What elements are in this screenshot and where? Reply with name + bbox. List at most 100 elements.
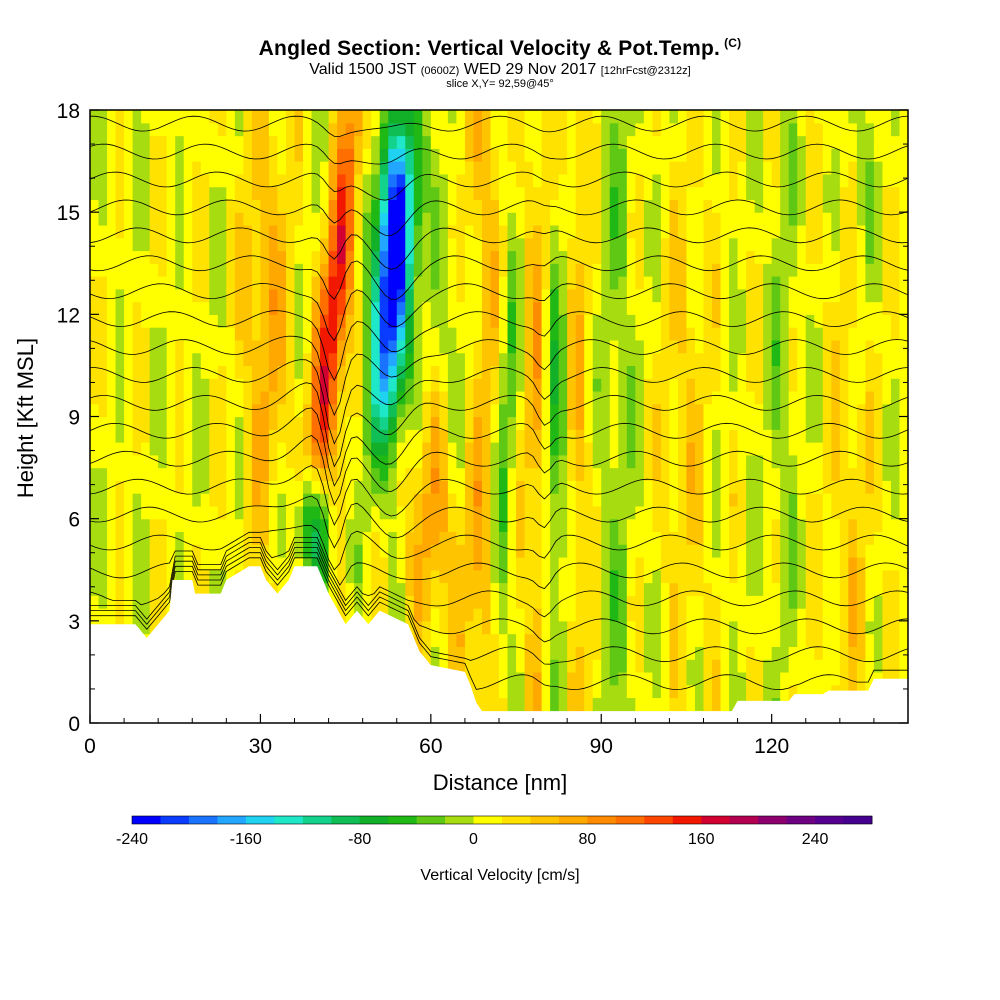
field-cell xyxy=(320,250,330,264)
field-cell xyxy=(98,493,108,507)
field-cell xyxy=(430,659,440,673)
field-cell xyxy=(345,224,355,239)
field-cell xyxy=(848,161,858,175)
field-cell xyxy=(362,582,372,596)
field-cell xyxy=(643,442,653,456)
field-cell xyxy=(652,454,662,469)
field-cell xyxy=(166,224,176,239)
field-cell xyxy=(251,467,262,481)
field-cell xyxy=(856,122,866,137)
field-cell xyxy=(754,467,764,481)
field-cell xyxy=(524,135,534,149)
field-cell xyxy=(737,633,747,647)
field-cell xyxy=(209,263,219,277)
field-cell xyxy=(643,148,653,162)
field-cell xyxy=(243,327,253,341)
field-cell xyxy=(507,505,517,520)
field-cell xyxy=(737,224,747,239)
field-cell xyxy=(328,212,338,226)
field-cell xyxy=(848,224,858,239)
field-cell xyxy=(814,276,824,290)
field-cell xyxy=(541,480,551,494)
field-cell xyxy=(558,659,568,673)
field-cell xyxy=(396,531,406,545)
field-cell xyxy=(115,237,125,252)
field-cell xyxy=(788,263,798,277)
field-cell xyxy=(499,288,509,303)
field-cell xyxy=(430,416,440,430)
field-cell xyxy=(831,505,841,520)
field-cell xyxy=(285,161,296,175)
field-cell xyxy=(882,416,892,430)
field-cell xyxy=(422,467,432,481)
field-cell xyxy=(337,454,347,469)
field-cell xyxy=(430,454,440,469)
field-cell xyxy=(371,480,381,494)
field-cell xyxy=(524,314,534,328)
field-cell xyxy=(430,365,440,379)
field-cell xyxy=(660,569,671,584)
field-cell xyxy=(720,505,730,520)
field-cell xyxy=(362,276,372,290)
field-cell xyxy=(251,263,262,277)
field-cell xyxy=(430,339,440,354)
field-cell xyxy=(124,582,134,596)
field-cell xyxy=(635,199,645,213)
field-cell xyxy=(490,390,500,405)
field-cell xyxy=(609,659,619,673)
field-cell xyxy=(303,173,313,188)
field-cell xyxy=(320,161,330,175)
field-cell xyxy=(729,327,739,341)
field-cell xyxy=(362,480,372,494)
field-cell xyxy=(550,314,560,328)
field-cell xyxy=(592,544,602,558)
field-cell xyxy=(200,352,210,367)
field-cell xyxy=(575,569,585,584)
field-cell xyxy=(396,250,406,264)
field-cell xyxy=(831,173,841,188)
field-cell xyxy=(729,161,739,175)
field-cell xyxy=(899,339,908,354)
field-cell xyxy=(405,595,415,609)
field-cell xyxy=(831,544,841,558)
field-cell xyxy=(379,148,389,162)
field-cell xyxy=(729,659,739,673)
field-cell xyxy=(285,429,296,443)
field-cell xyxy=(890,301,901,315)
field-cell xyxy=(550,339,560,354)
field-cell xyxy=(447,186,457,200)
field-cell xyxy=(797,135,807,149)
field-cell xyxy=(643,352,653,367)
field-cell xyxy=(660,288,671,303)
field-cell xyxy=(720,122,730,137)
field-cell xyxy=(771,582,781,596)
field-cell xyxy=(362,569,372,584)
field-cell xyxy=(746,224,756,239)
field-cell xyxy=(814,608,824,622)
field-cell xyxy=(217,301,227,315)
field-cell xyxy=(677,199,688,213)
field-cell xyxy=(345,199,355,213)
field-cell xyxy=(814,556,824,571)
field-cell xyxy=(473,365,483,379)
field-cell xyxy=(439,416,449,430)
field-cell xyxy=(473,569,483,584)
field-cell xyxy=(217,365,227,379)
field-cell xyxy=(243,173,253,188)
field-cell xyxy=(669,365,679,379)
field-cell xyxy=(652,595,662,609)
field-cell xyxy=(550,467,560,481)
field-cell xyxy=(516,276,526,290)
field-cell xyxy=(311,467,321,481)
field-cell xyxy=(200,365,210,379)
field-cell xyxy=(686,595,696,609)
field-cell xyxy=(797,301,807,315)
field-cell xyxy=(234,378,244,392)
field-cell xyxy=(354,429,364,443)
field-cell xyxy=(192,442,202,456)
field-cell xyxy=(507,237,517,252)
field-cell xyxy=(345,237,355,252)
field-cell xyxy=(192,429,202,443)
field-cell xyxy=(686,544,696,558)
field-cell xyxy=(643,237,653,252)
